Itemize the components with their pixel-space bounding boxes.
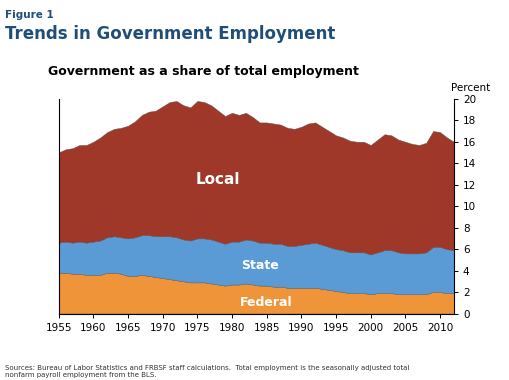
Text: State: State	[240, 259, 278, 272]
Text: Figure 1: Figure 1	[5, 10, 54, 19]
Text: Percent: Percent	[450, 83, 490, 93]
Text: Local: Local	[195, 172, 240, 187]
Text: Trends in Government Employment: Trends in Government Employment	[5, 25, 335, 43]
Text: Federal: Federal	[240, 296, 292, 309]
Text: Government as a share of total employment: Government as a share of total employmen…	[48, 65, 359, 78]
Text: Sources: Bureau of Labor Statistics and FRBSF staff calculations.  Total employm: Sources: Bureau of Labor Statistics and …	[5, 365, 409, 378]
